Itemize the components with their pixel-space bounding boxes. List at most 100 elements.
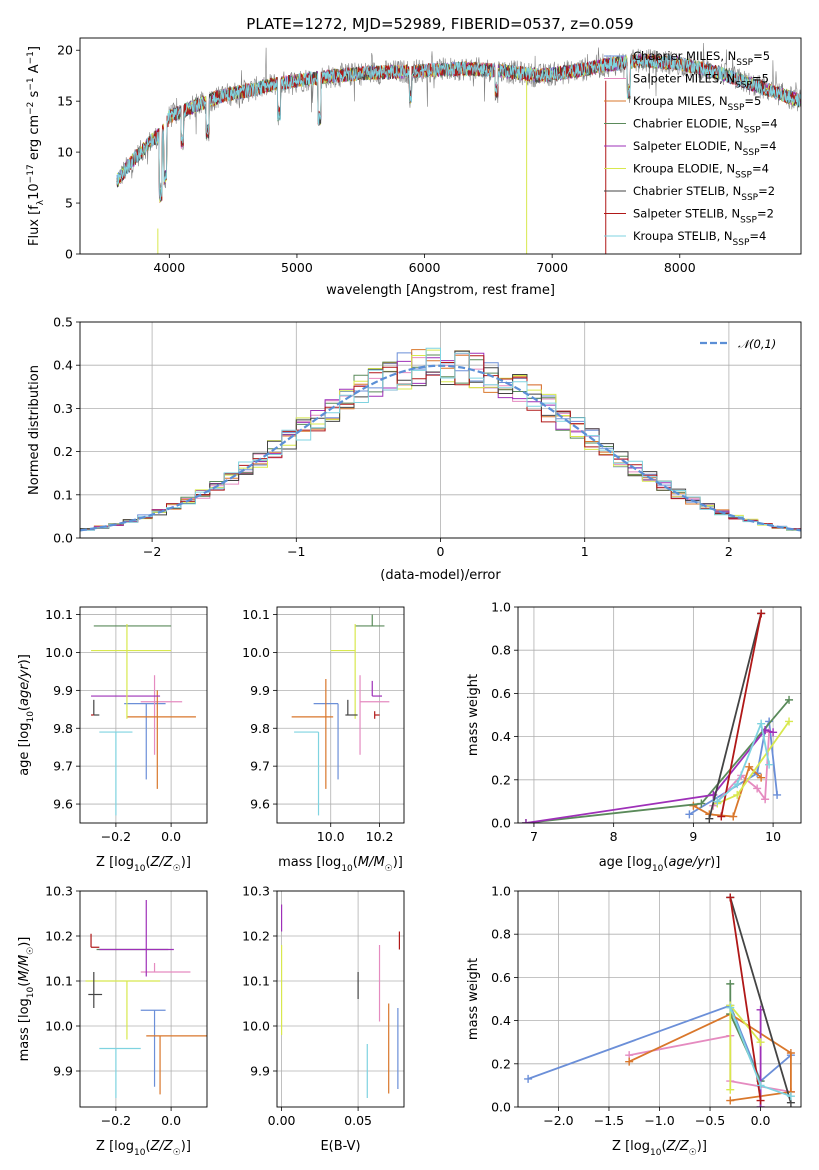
weight-line [720,613,762,817]
y-tick-label: 0.2 [491,772,511,787]
x-tick-label: −2 [143,544,161,559]
massweight-vs-metallicity-panel: −2.0 −1.5 −1.0 −0.5 0.0 0.0 0.2 0.4 0.6 0.8 1.0 Z [… [466,884,802,1158]
x-tick-label: −0.2 [101,1113,131,1128]
weight-marker [726,893,735,902]
weight-line [729,897,762,1101]
x-axis-label: mass [log10(M/M☉)] [278,855,403,874]
y-tick-label: 9.9 [53,683,73,698]
y-tick-label: 0.1 [53,487,73,502]
y-tick-label: 9.9 [250,683,270,698]
weight-marker [733,790,742,799]
figure-title: PLATE=1272, MJD=52989, FIBERID=0537, z=0… [246,15,633,33]
weight-marker [705,814,714,823]
y-tick-label: 0.8 [491,643,511,658]
y-tick-label: 9.8 [53,721,73,736]
spectrum-panel: 4000 5000 6000 7000 8000 0 5 10 15 20 Chabrier MIL… [26,37,802,298]
y-axis-label: mass [log10(M/M☉)] [17,937,36,1062]
plot-area [85,900,207,1098]
age-vs-mass-panel: 10.0 10.2 9.6 9.7 9.8 9.9 10.0 10.1 mass [log10(… [242,606,405,874]
y-tick-label: 9.7 [250,759,270,774]
axes-frame [79,321,802,539]
axes-frame [517,890,802,1108]
legend-entry: Salpeter STELIB, NSSP=2 [633,207,774,226]
legend-entry: Chabrier STELIB, NSSP=2 [633,184,775,203]
y-tick-label: 10.0 [45,645,73,660]
x-tick-label: 0.0 [161,1113,181,1128]
y-tick-label: 0.3 [53,401,73,416]
weight-marker [785,695,794,704]
legend-entry: Kroupa ELODIE, NSSP=4 [633,162,769,181]
y-tick-label: 9.9 [53,1064,73,1079]
weight-marker [713,797,722,806]
x-tick-label: 4000 [153,260,185,275]
weight-marker [717,812,726,821]
y-tick-label: 0.5 [53,315,73,330]
y-tick-label: 0.6 [491,970,511,985]
y-tick-label: 0.0 [53,531,73,546]
weight-marker [521,819,530,823]
weight-line [525,729,774,823]
x-axis-label: Z [log10(Z/Z☉)] [96,855,191,874]
x-tick-label: 8 [610,829,618,844]
axes-frame [79,890,208,1108]
weight-marker [769,728,778,737]
x-tick-label: 0.00 [268,1113,296,1128]
axes-frame [79,606,208,824]
x-tick-label: 10.2 [366,829,394,844]
legend-entry: Kroupa MILES, NSSP=5 [633,94,761,113]
x-tick-label: 10.0 [317,829,345,844]
axes-frame [79,37,802,255]
x-tick-label: 7 [530,829,538,844]
y-axis-label: mass weight [466,958,481,1040]
x-tick-label: −0.5 [695,1113,725,1128]
weight-line [708,613,762,819]
x-tick-label: 9 [689,829,697,844]
y-axis-label: age [log10(age/yr)] [17,654,36,776]
y-tick-label: 20 [57,43,73,58]
spectrum-model-line [116,53,801,201]
y-tick-label: 15 [57,94,73,109]
y-tick-label: 0.4 [491,1013,511,1028]
weight-marker [761,795,770,804]
weight-marker [773,790,782,799]
axes-frame [517,606,802,824]
plot-area [80,347,801,533]
weight-marker [756,1038,765,1047]
weight-marker [745,762,754,771]
y-axis-label: Flux [fλ10−17 erg cm−2 s−1 A−1] [26,46,46,246]
y-axis-label: mass weight [466,674,481,756]
y-tick-label: 0.0 [491,1100,511,1115]
plot-area [521,609,794,823]
x-tick-label: −1 [287,544,305,559]
x-tick-label: −1.0 [644,1113,674,1128]
weight-marker [756,1081,765,1090]
plot-area [91,624,196,816]
y-tick-label: 10.3 [242,884,270,899]
y-tick-label: 0.8 [491,927,511,942]
legend-entry: 𝒩(0,1) [738,337,776,351]
y-tick-label: 10 [57,145,73,160]
y-tick-label: 10.1 [242,974,270,989]
legend-entry: Salpeter ELODIE, NSSP=4 [633,139,776,158]
weight-marker [757,773,766,782]
weight-line [527,1004,792,1083]
weight-marker [625,1057,634,1066]
x-axis-label: (data-model)/error [380,568,501,583]
x-tick-label: 2 [725,544,733,559]
x-tick-label: 5000 [281,260,313,275]
x-tick-label: 8000 [664,260,696,275]
y-axis-label: Normed distribution [27,365,42,495]
y-tick-label: 10.1 [45,974,73,989]
weight-marker [765,760,774,769]
x-axis-label: Z [log10(Z/Z☉)] [612,1139,707,1158]
weight-marker [733,780,742,789]
weight-marker [729,812,738,821]
y-tick-label: 9.6 [250,797,270,812]
weight-line [716,720,770,803]
x-tick-label: 0.05 [344,1113,372,1128]
normal-curve [80,364,801,532]
weight-marker [785,717,794,726]
mass-vs-metallicity-panel: −0.2 0.0 9.9 10.0 10.1 10.2 10.3 Z [log10(Z/Z☉)… [17,884,208,1158]
y-tick-label: 10.0 [242,1019,270,1034]
